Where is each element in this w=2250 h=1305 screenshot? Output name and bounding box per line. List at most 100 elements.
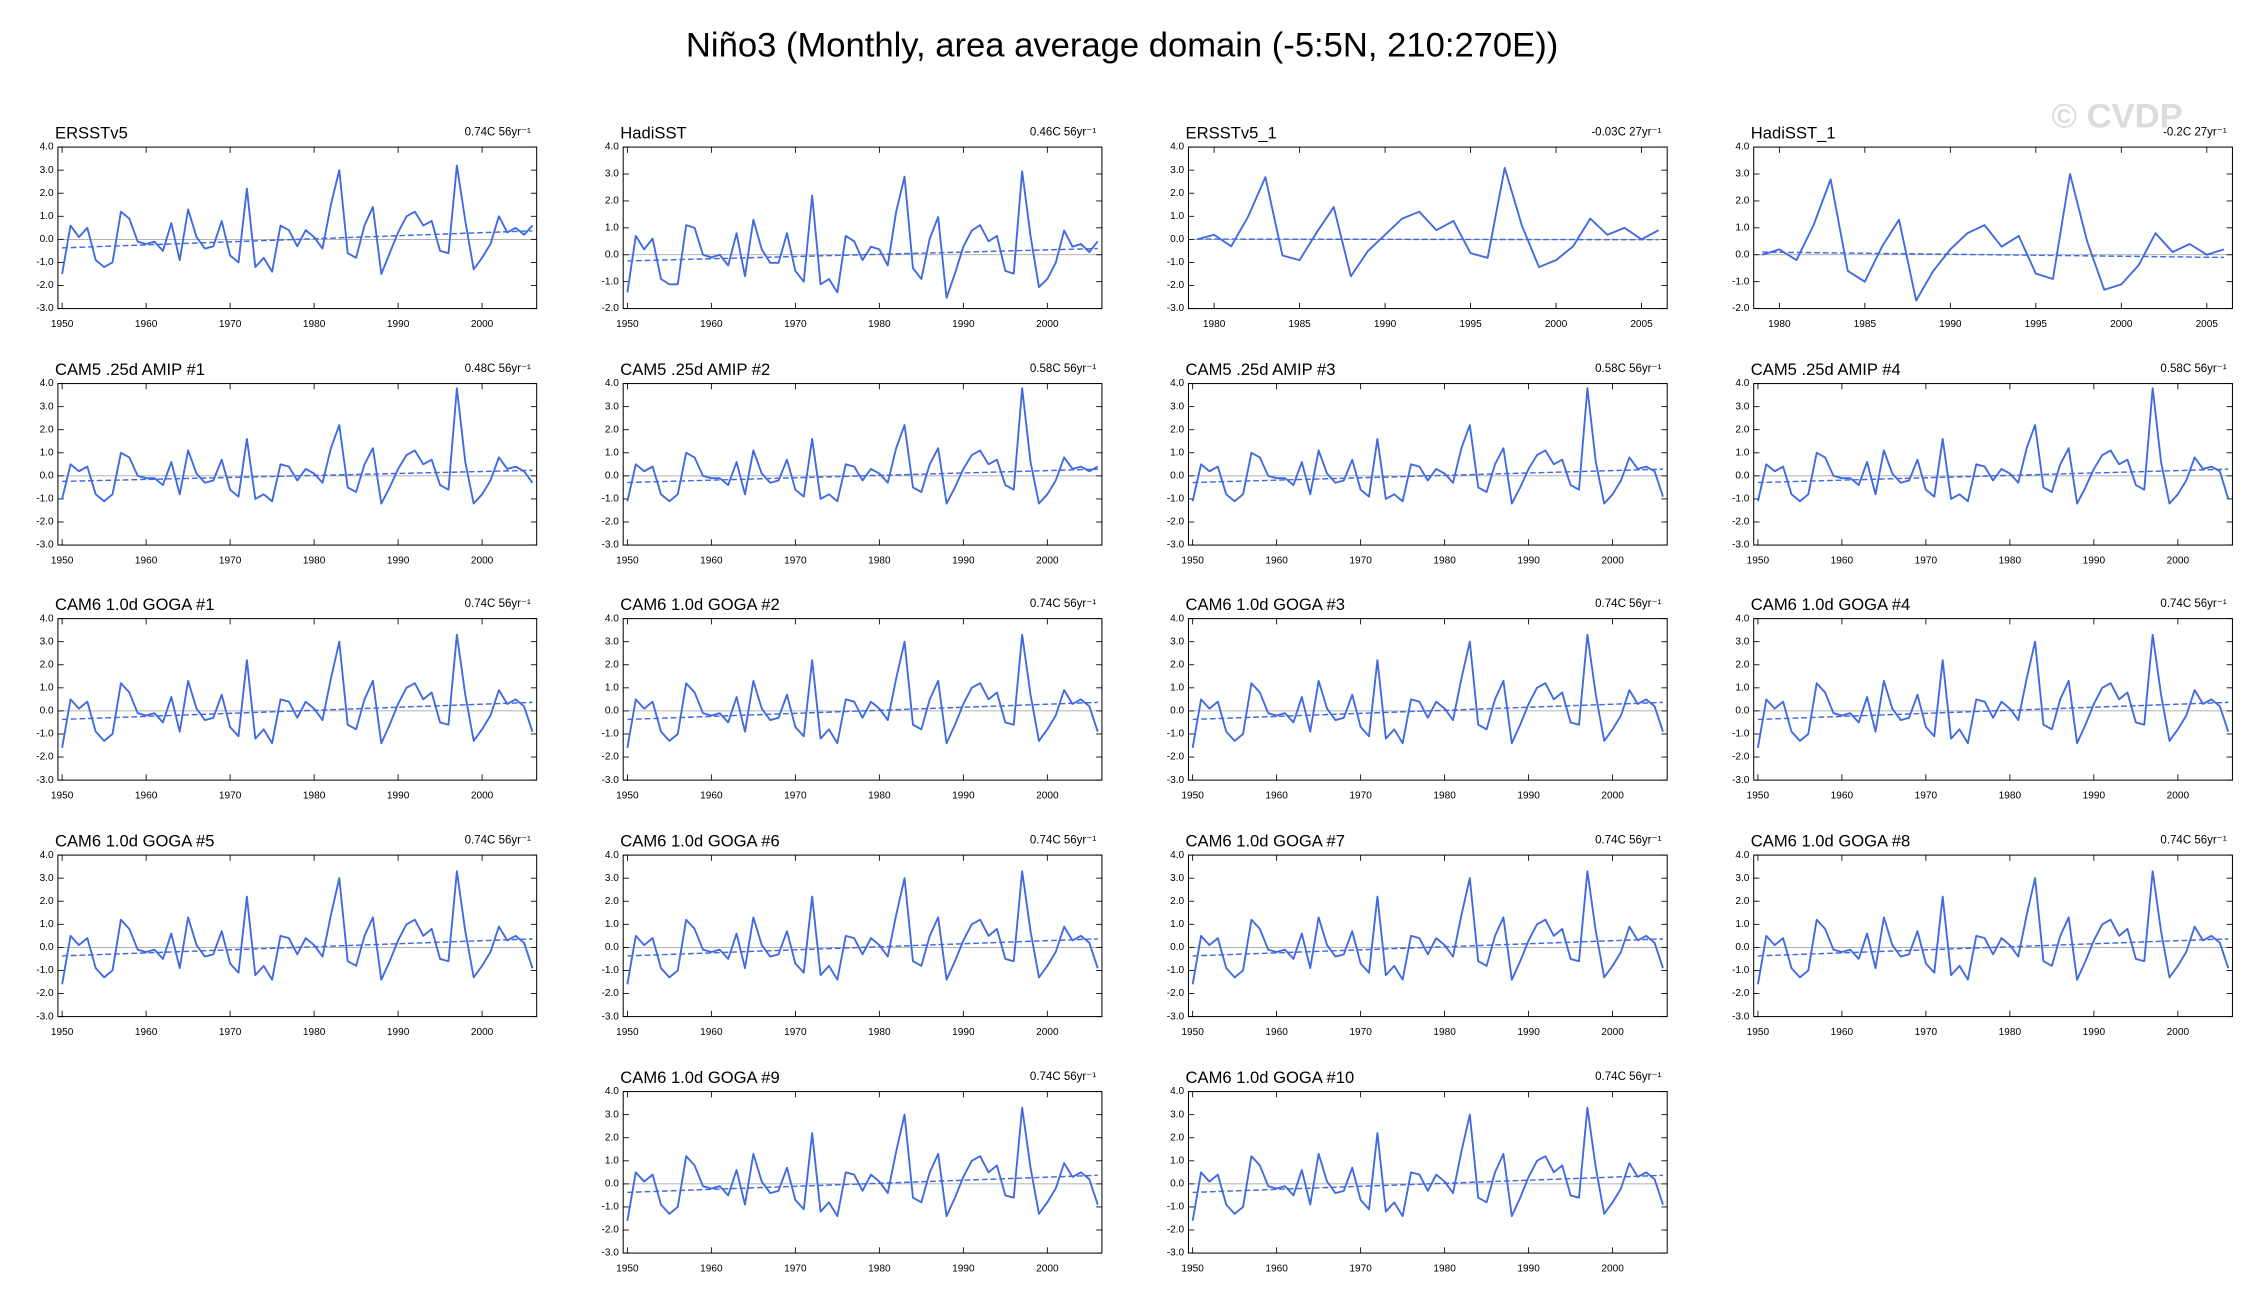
series-line — [626, 1106, 1099, 1221]
x-tick-label: 1990 — [952, 791, 975, 802]
y-tick-label: 1.0 — [1735, 919, 1749, 930]
x-tick-label: 1990 — [387, 556, 410, 567]
y-tick-label: 0.0 — [1735, 471, 1749, 482]
series-line — [1756, 633, 2230, 748]
y-tick-label: 1.0 — [605, 1155, 619, 1166]
y-tick-label: 4.0 — [40, 142, 54, 153]
trend-annotation: 0.48C 56yr⁻¹ — [465, 363, 531, 375]
x-tick-label: 1980 — [868, 319, 891, 330]
x-tick-label: 1960 — [1265, 791, 1288, 802]
watermark: © CVDP — [2051, 97, 2182, 135]
trend-line — [1762, 251, 2224, 259]
trend-line — [627, 468, 1098, 484]
trend-annotation: 0.74C 56yr⁻¹ — [1030, 598, 1096, 610]
y-tick-label: 2.0 — [605, 196, 619, 207]
series-line — [1191, 1106, 1664, 1221]
y-tick-label: -3.0 — [36, 1011, 54, 1022]
x-tick-label: 1970 — [1915, 1027, 1938, 1038]
y-tick-label: 3.0 — [1170, 401, 1184, 412]
series-line — [1761, 173, 2225, 302]
trend-line — [62, 938, 533, 957]
y-tick-label: -2.0 — [1167, 752, 1185, 763]
x-tick-label: 1980 — [1999, 791, 2022, 802]
y-tick-label: 1.0 — [40, 919, 54, 930]
y-tick-label: 0.0 — [605, 471, 619, 482]
y-tick-label: -3.0 — [601, 540, 619, 551]
y-tick-label: 2.0 — [1170, 424, 1184, 435]
y-tick-label: -3.0 — [36, 540, 54, 551]
x-tick-label: 1960 — [1265, 1027, 1288, 1038]
y-tick-label: 1.0 — [1170, 919, 1184, 930]
y-tick-label: -1.0 — [601, 965, 619, 976]
x-tick-label: 1970 — [219, 791, 242, 802]
y-tick-label: 2.0 — [1170, 659, 1184, 670]
y-tick-label: 0.0 — [40, 942, 54, 953]
plot-frame — [1187, 1091, 1668, 1254]
y-tick-label: 3.0 — [40, 165, 54, 176]
y-tick-label: 2.0 — [1170, 188, 1184, 199]
y-tick-label: -2.0 — [36, 988, 54, 999]
trend-annotation: 0.74C 56yr⁻¹ — [1030, 835, 1096, 847]
x-tick-label: 2000 — [1601, 791, 1624, 802]
series-line — [1191, 870, 1664, 985]
panel-title: CAM6 1.0d GOGA #5 — [55, 831, 214, 850]
trend-annotation: 0.46C 56yr⁻¹ — [1030, 127, 1096, 139]
y-tick-label: 0.0 — [1735, 942, 1749, 953]
trend-line — [1192, 468, 1664, 484]
x-tick-label: 1990 — [1517, 791, 1540, 802]
y-tick-label: 0.0 — [1170, 234, 1184, 245]
y-tick-label: 0.0 — [605, 249, 619, 260]
x-tick-label: 1970 — [1915, 556, 1938, 567]
y-tick-label: -1.0 — [1732, 965, 1750, 976]
x-tick-label: 1980 — [303, 319, 326, 330]
x-tick-label: 2000 — [471, 1027, 494, 1038]
y-tick-label: 3.0 — [1170, 636, 1184, 647]
x-tick-label: 2005 — [1630, 319, 1653, 330]
y-tick-label: 4.0 — [605, 1086, 619, 1097]
x-tick-label: 1960 — [700, 556, 723, 567]
y-tick-label: -3.0 — [1732, 540, 1750, 551]
x-tick-label: 1970 — [219, 556, 242, 567]
x-tick-label: 1970 — [784, 556, 807, 567]
y-tick-label: -3.0 — [1167, 540, 1185, 551]
y-tick-label: 1.0 — [605, 919, 619, 930]
x-tick-label: 1950 — [51, 556, 74, 567]
trend-annotation: 0.74C 56yr⁻¹ — [1595, 835, 1661, 847]
y-tick-label: -3.0 — [601, 775, 619, 786]
y-tick-label: -1.0 — [1732, 494, 1750, 505]
y-tick-label: 1.0 — [40, 211, 54, 222]
y-tick-label: -2.0 — [1167, 517, 1185, 528]
plot-frame — [57, 383, 538, 546]
y-tick-label: 4.0 — [1735, 378, 1749, 389]
y-tick-label: -2.0 — [601, 988, 619, 999]
x-tick-label: 1990 — [387, 319, 410, 330]
x-tick-label: 1950 — [616, 556, 639, 567]
y-tick-label: 2.0 — [605, 1132, 619, 1143]
plot-frame — [1753, 618, 2233, 781]
y-tick-label: -3.0 — [1167, 1011, 1185, 1022]
x-tick-label: 1995 — [1459, 319, 1482, 330]
x-tick-label: 1980 — [1203, 319, 1226, 330]
series-line — [626, 633, 1099, 748]
y-tick-label: -1.0 — [36, 965, 54, 976]
y-tick-label: 1.0 — [1170, 683, 1184, 694]
y-tick-label: 4.0 — [1735, 613, 1749, 624]
x-tick-label: 2000 — [1036, 556, 1059, 567]
y-tick-label: 3.0 — [605, 401, 619, 412]
panel-title: CAM5 .25d AMIP #3 — [1186, 360, 1336, 379]
y-tick-label: -1.0 — [1167, 257, 1185, 268]
x-tick-label: 2000 — [471, 791, 494, 802]
y-tick-label: -3.0 — [1167, 775, 1185, 786]
panel-title: CAM5 .25d AMIP #2 — [620, 360, 770, 379]
y-tick-label: -1.0 — [601, 494, 619, 505]
series-line — [626, 170, 1099, 299]
trend-line — [627, 1174, 1098, 1194]
x-tick-label: 1970 — [1349, 1264, 1372, 1275]
plot-frame — [1753, 146, 2233, 310]
y-tick-label: -1.0 — [1732, 729, 1750, 740]
y-tick-label: -2.0 — [36, 752, 54, 763]
x-tick-label: 1950 — [1181, 556, 1204, 567]
y-tick-label: 2.0 — [40, 424, 54, 435]
panel-title: CAM6 1.0d GOGA #2 — [620, 595, 779, 614]
